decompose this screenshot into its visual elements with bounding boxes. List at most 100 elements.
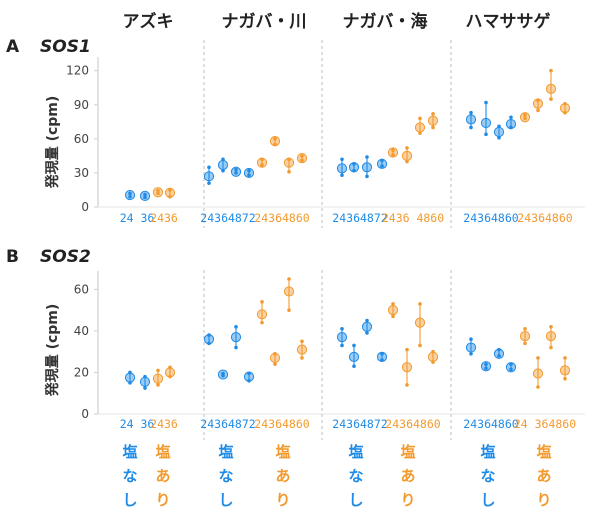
y-tick-label: 90 [74,98,89,112]
replicate-point [128,191,132,196]
replicate-point [469,110,473,115]
replicate-point [247,173,251,177]
replicate-point [300,158,304,163]
replicate-point [247,168,251,173]
replicate-point [391,148,395,152]
replicate-point [523,116,527,121]
mean-point [164,367,176,378]
replicate-point [484,362,488,366]
group-header-nagaba-sea: ナガバ・海 [343,11,428,32]
mean-point [230,166,242,177]
x-tick-label-salt: 24364860 [254,417,309,431]
mean-point [124,372,136,383]
replicate-point [260,320,264,325]
mean-point [296,153,308,164]
replicate-point [287,277,291,281]
mean-point [427,115,439,126]
gene-name-sos1: SOS1 [40,37,91,57]
legend-salt-2: あ [275,467,290,485]
replicate-point [168,188,172,192]
legend-no-salt-2: な [480,467,495,485]
replicate-point [156,191,160,196]
mean-point [139,190,151,201]
x-tick-label-salt: 2436 [150,417,178,431]
replicate-point [431,112,435,116]
legend-no-salt-3: し [348,491,363,509]
replicate-point [509,115,513,120]
mean-point [217,369,229,380]
y-tick-label: 20 [74,365,89,379]
mean-point [519,112,531,123]
legend-salt-2: あ [400,467,415,485]
group-header-azuki: アズキ [123,11,174,32]
mean-point [269,136,281,147]
replicate-point [300,339,304,344]
mean-point [348,162,360,173]
replicate-point [365,331,369,335]
replicate-point [380,351,384,356]
replicate-point [391,314,395,319]
legend-no-salt-2: な [218,467,233,485]
mean-point [256,157,268,168]
mean-point [152,373,164,384]
y-tick-label: 60 [74,132,89,146]
x-tick-label-no-salt: 24364872 [200,211,255,225]
replicate-point [484,132,488,137]
legend-salt-1: 塩 [400,443,415,461]
legend-no-salt-1: 塩 [122,443,137,461]
panel-label-b: B [6,247,19,267]
x-tick-label-no-salt: 24 36 [120,211,155,225]
legend-salt-2: あ [155,467,170,485]
legend-no-salt-1: 塩 [348,443,363,461]
mean-point [152,187,164,198]
replicate-point [563,356,567,360]
mean-point [203,334,215,345]
x-tick-label-salt: 24364860 [385,417,440,431]
x-tick-label-salt: 2436 4860 [382,211,444,225]
mean-point [493,348,505,359]
replicate-point [260,300,264,304]
mean-point [505,118,517,130]
replicate-point [234,171,238,175]
y-tick-label: 0 [81,407,89,421]
x-tick-label-no-salt: 24364860 [463,211,518,225]
replicate-point [340,157,344,162]
mean-point [532,368,544,379]
legend-salt-3: り [536,491,551,509]
mean-point [465,342,477,353]
mean-point [361,162,373,173]
mean-point [545,83,557,94]
group-header-hamasasage: ハマササゲ [466,11,551,32]
replicate-point [234,167,238,172]
x-tick-label-salt: 24 364860 [514,417,576,431]
mean-point [387,147,399,158]
legend-salt-1: 塩 [536,443,551,461]
mean-point [124,189,136,201]
replicate-point [418,343,422,348]
replicate-point [509,362,513,366]
replicate-point [365,155,369,159]
y-tick-label: 0 [81,200,89,214]
legend-no-salt-1: 塩 [480,443,495,461]
mean-point [465,114,477,125]
mean-point [283,157,295,168]
mean-point [269,352,281,364]
legend-no-salt-3: し [480,491,495,509]
replicate-point [221,371,225,376]
replicate-point [405,383,409,387]
replicate-point [469,125,473,130]
replicate-point [523,113,527,117]
replicate-point [536,385,540,389]
replicate-point [234,324,238,329]
group-header-nagaba-river: ナガバ・川 [222,12,307,32]
mean-point [505,362,517,373]
replicate-point [469,337,473,342]
replicate-point [405,146,409,150]
legend-salt-1: 塩 [275,443,290,461]
replicate-point [391,152,395,157]
replicate-point [431,125,435,130]
replicate-point [380,164,384,168]
replicate-point [340,173,344,177]
mean-point [243,167,255,179]
